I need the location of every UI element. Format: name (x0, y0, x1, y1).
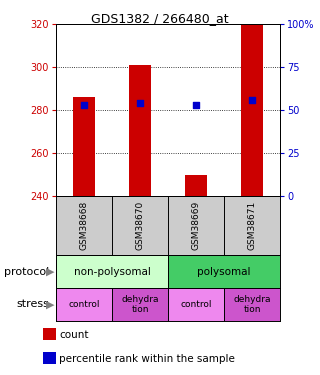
Bar (168, 288, 224, 321)
Text: GSM38670: GSM38670 (135, 201, 145, 250)
Bar (73, 98, 95, 196)
Text: dehydra
tion: dehydra tion (233, 295, 271, 314)
Bar (56, 288, 112, 321)
Bar (56, 255, 168, 288)
Text: stress: stress (17, 299, 50, 309)
Text: dehydra
tion: dehydra tion (121, 295, 159, 314)
Text: GSM38671: GSM38671 (247, 201, 257, 250)
Point (138, 100, 143, 106)
Text: polysomal: polysomal (197, 267, 251, 277)
Bar (185, 175, 207, 196)
Bar (112, 288, 168, 321)
Bar (43, 352, 56, 364)
Bar (43, 328, 56, 340)
Text: ▶: ▶ (46, 267, 54, 277)
Text: non-polysomal: non-polysomal (74, 267, 150, 277)
Text: GSM38668: GSM38668 (79, 201, 89, 250)
Text: control: control (68, 300, 100, 309)
Point (82, 102, 87, 108)
Text: protocol: protocol (4, 267, 50, 277)
Bar (168, 255, 280, 288)
Text: ▶: ▶ (46, 299, 54, 309)
Point (250, 97, 255, 103)
Text: control: control (180, 300, 212, 309)
Text: percentile rank within the sample: percentile rank within the sample (59, 354, 235, 364)
Text: count: count (59, 330, 89, 340)
Bar (129, 65, 151, 196)
Bar (241, 24, 263, 196)
Text: GDS1382 / 266480_at: GDS1382 / 266480_at (91, 12, 229, 25)
Text: GSM38669: GSM38669 (191, 201, 201, 250)
Bar (224, 288, 280, 321)
Point (194, 102, 199, 108)
